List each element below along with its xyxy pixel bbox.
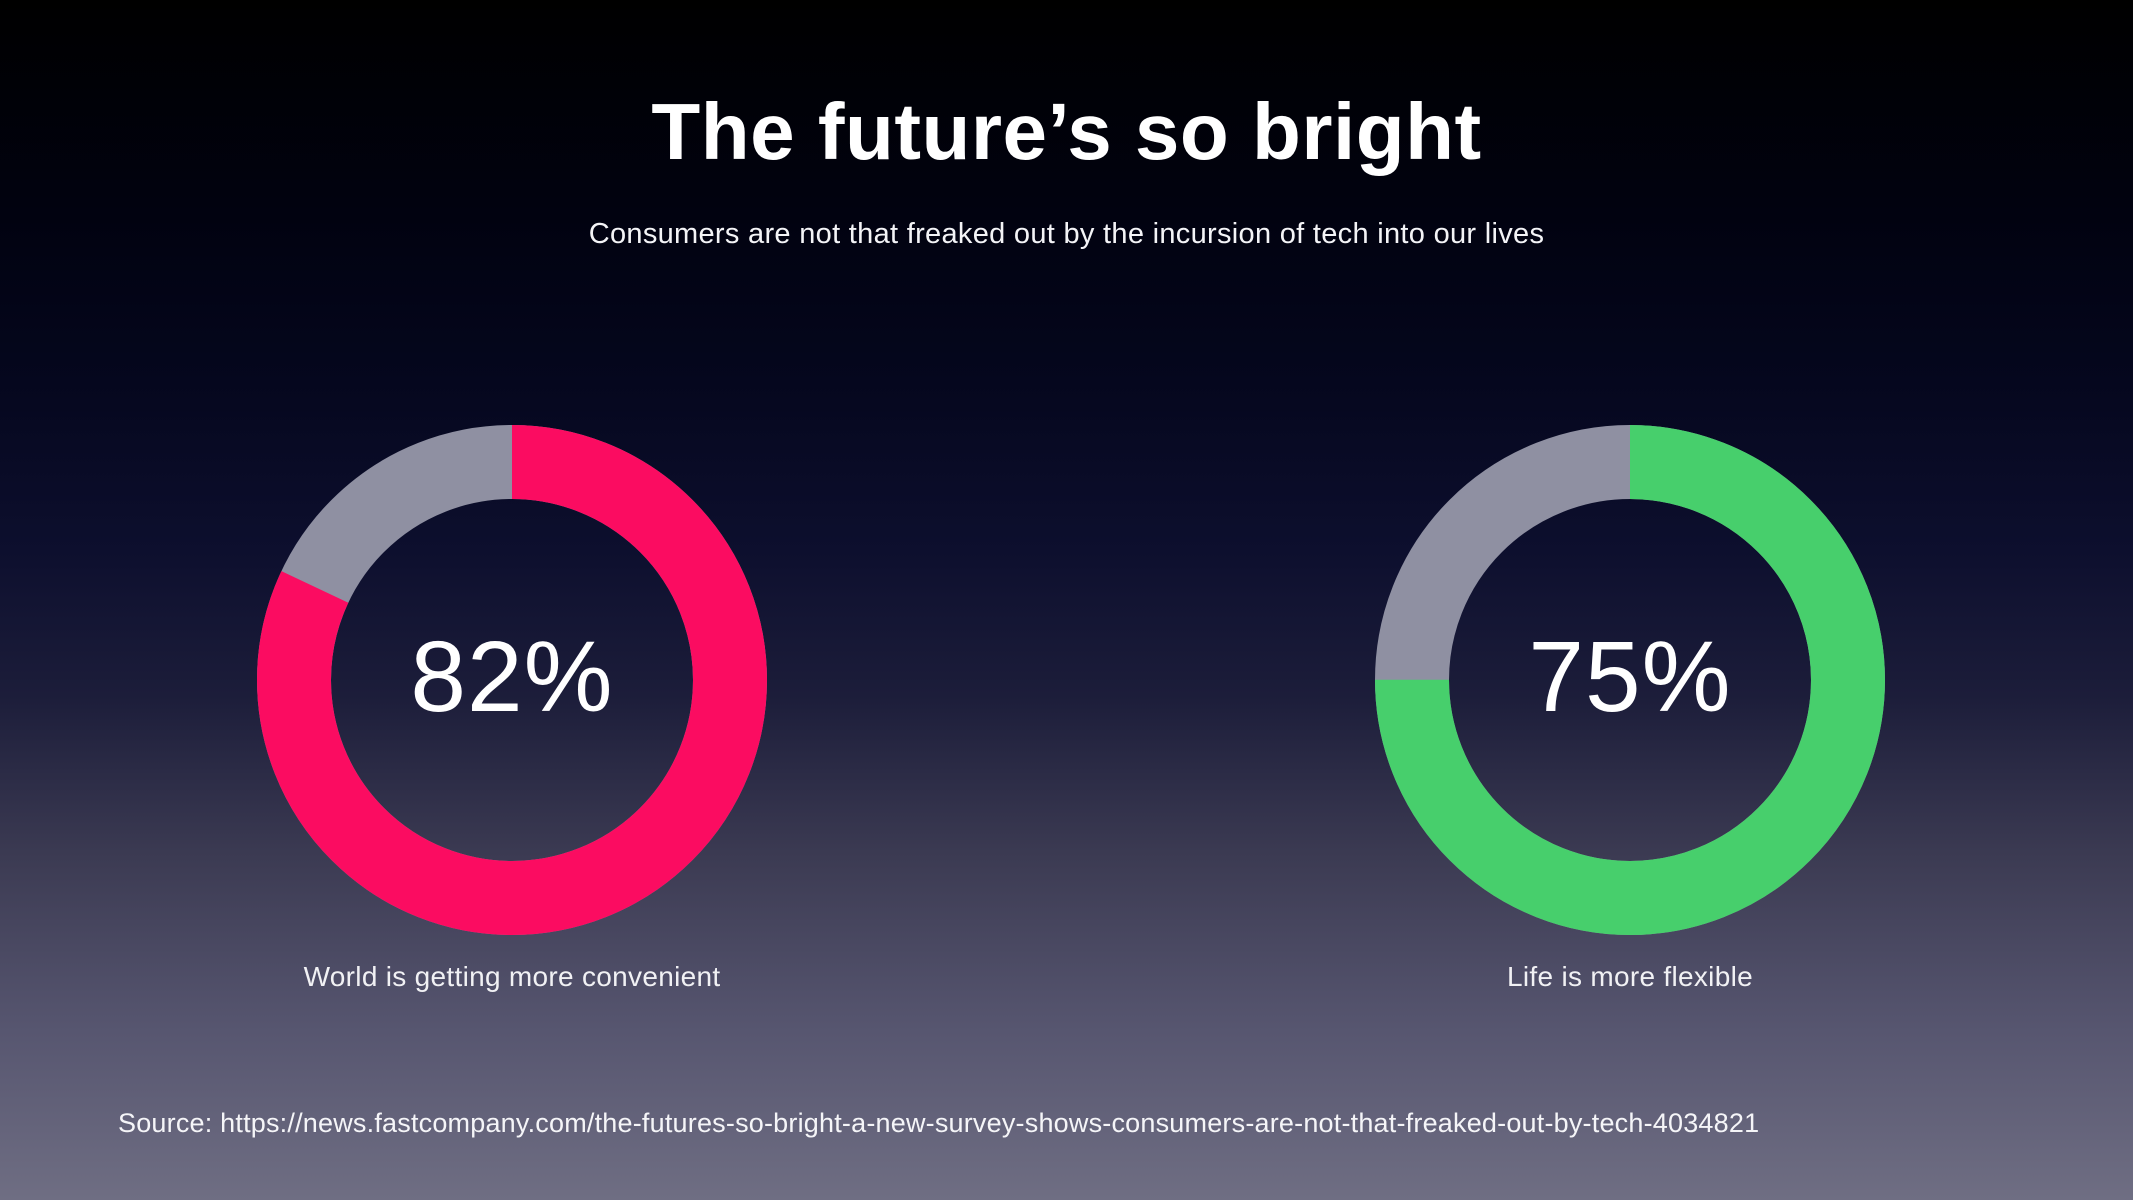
donut-percentage-label: 75% xyxy=(1528,620,1732,733)
donut-chart-svg xyxy=(1375,425,1885,935)
donut-percentage-label: 82% xyxy=(410,620,614,733)
donut-chart-convenient: 82% World is getting more convenient xyxy=(257,425,767,993)
page-title: The future’s so bright xyxy=(651,87,1482,176)
donut-chart-flexible: 75% Life is more flexible xyxy=(1375,425,1885,993)
page-subtitle: Consumers are not that freaked out by th… xyxy=(588,218,1545,250)
donut-value-segment xyxy=(1375,425,1885,935)
source-text: Source: https://news.fastcompany.com/the… xyxy=(118,1108,1760,1138)
donut-caption: World is getting more convenient xyxy=(303,961,721,992)
donut-ring-wrap: 75% xyxy=(1375,425,1885,935)
donut-ring-wrap: 82% xyxy=(257,425,767,935)
donut-chart-svg xyxy=(257,425,767,935)
donut-caption: Life is more flexible xyxy=(1507,961,1753,992)
donut-value-segment xyxy=(257,425,767,935)
